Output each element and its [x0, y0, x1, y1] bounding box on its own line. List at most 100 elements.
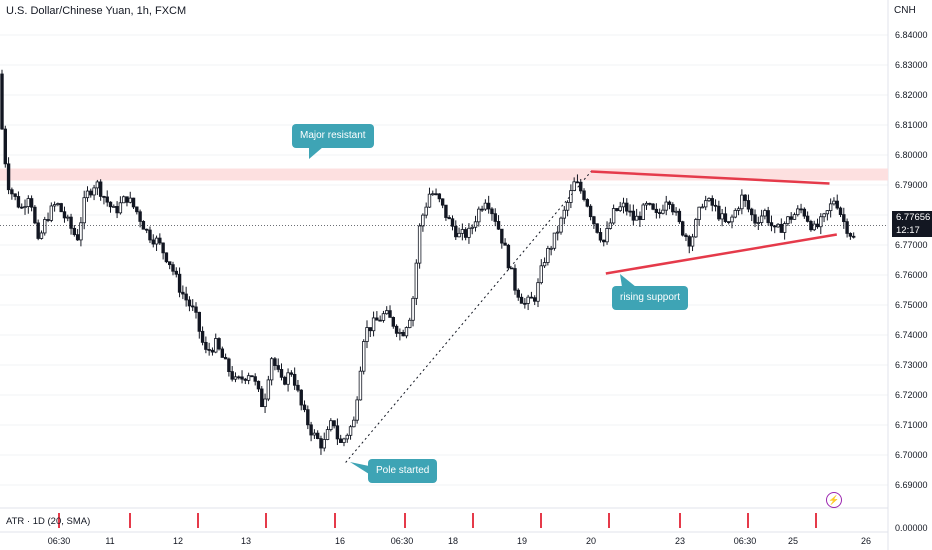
candle-body: [779, 223, 784, 233]
candle-body: [444, 204, 448, 218]
candle-body: [144, 228, 149, 231]
candle-body: [194, 306, 198, 313]
candle-body: [174, 270, 178, 275]
candle-body: [782, 223, 787, 233]
candle-body: [338, 438, 343, 443]
callout-rising-support[interactable]: rising support: [612, 286, 689, 310]
candle-body: [85, 190, 90, 199]
x-tick-label: 20: [586, 536, 596, 546]
candle-body: [842, 214, 846, 223]
candle-body: [763, 210, 767, 217]
callout-pole-started[interactable]: Pole started: [368, 459, 438, 483]
candle-body: [786, 216, 790, 224]
callout-major-resistant-pointer: [309, 147, 323, 159]
candle-body: [358, 370, 363, 401]
candle-body: [102, 196, 106, 198]
candle-body: [431, 193, 435, 196]
candle-body: [79, 222, 83, 241]
candle-body: [447, 217, 451, 220]
candle-body: [289, 372, 294, 375]
descending-resistance-line: [590, 170, 830, 185]
candle-body: [322, 439, 326, 449]
candle-body: [329, 420, 333, 430]
candle-body: [506, 244, 511, 269]
candle-body: [13, 193, 17, 197]
candle-body: [217, 338, 221, 350]
candle-body: [230, 371, 234, 380]
candle-body: [398, 331, 402, 334]
candle-body: [454, 225, 458, 238]
candle-body: [552, 232, 557, 249]
candle-body: [184, 293, 188, 301]
candle-body: [309, 424, 313, 436]
atr-indicator-label[interactable]: ATR · 1D (20, SMA): [6, 516, 91, 527]
candle-body: [266, 379, 271, 400]
candle-body: [473, 221, 478, 228]
candle-body: [408, 319, 412, 328]
rising-support-line: [605, 233, 838, 275]
candle-body: [161, 242, 165, 254]
candle-body: [253, 376, 257, 382]
candle-body: [533, 297, 537, 302]
candle-body: [615, 208, 619, 211]
lightning-icon[interactable]: ⚡: [826, 492, 842, 508]
resistance-band: [0, 168, 888, 181]
candle-body: [621, 202, 626, 208]
candle-body: [641, 204, 645, 220]
candle-body: [539, 265, 543, 284]
candle-body: [299, 389, 303, 406]
candle-body: [352, 419, 356, 428]
candle-body: [490, 208, 494, 215]
candle-body: [677, 210, 682, 223]
candle-body: [710, 198, 714, 206]
candle-body: [191, 305, 195, 308]
candle-body: [39, 232, 44, 239]
trend-lines: [0, 170, 888, 463]
candle-body: [43, 219, 47, 234]
x-tick-label: 26: [861, 536, 871, 546]
candle-body: [260, 388, 264, 408]
candle-body: [598, 232, 603, 241]
callout-major-resistant[interactable]: Major resistant: [292, 124, 374, 148]
chart-title[interactable]: U.S. Dollar/Chinese Yuan, 1h, FXCM: [6, 5, 187, 17]
candle-body: [23, 206, 27, 209]
candle-body: [565, 202, 570, 211]
candle-body: [796, 208, 800, 216]
candle-body: [483, 202, 488, 210]
candle-body: [62, 211, 67, 219]
candle-body: [631, 210, 636, 221]
candle-body: [345, 434, 349, 440]
candle-body: [750, 208, 754, 216]
candle-body: [135, 206, 139, 213]
candle-body: [457, 232, 461, 238]
y-tick-label: 6.84000: [895, 30, 928, 40]
candle-body: [286, 372, 290, 385]
candle-body: [608, 222, 613, 229]
candle-body: [727, 221, 731, 223]
candle-body: [411, 297, 415, 321]
candle-body: [542, 262, 547, 267]
candle-body: [730, 216, 734, 223]
candle-body: [197, 311, 201, 332]
x-tick-label: 12: [173, 536, 183, 546]
pole-line: [345, 171, 592, 463]
candle-body: [467, 227, 471, 238]
candle-body: [381, 313, 386, 321]
candle-body: [138, 211, 142, 222]
candle-body: [332, 420, 336, 427]
candle-body: [214, 338, 218, 353]
candle-body: [835, 200, 839, 209]
candle-body: [427, 193, 432, 208]
candle-body: [605, 228, 609, 243]
candle-body: [769, 222, 774, 227]
candle-body: [690, 236, 695, 247]
candle-body: [819, 216, 823, 228]
candle-body: [335, 425, 340, 440]
candle-body: [365, 327, 369, 342]
y-tick-label: 6.72000: [895, 390, 928, 400]
candle-body: [720, 213, 724, 220]
candle-body: [700, 206, 705, 209]
currency-label: CNH: [894, 5, 916, 16]
